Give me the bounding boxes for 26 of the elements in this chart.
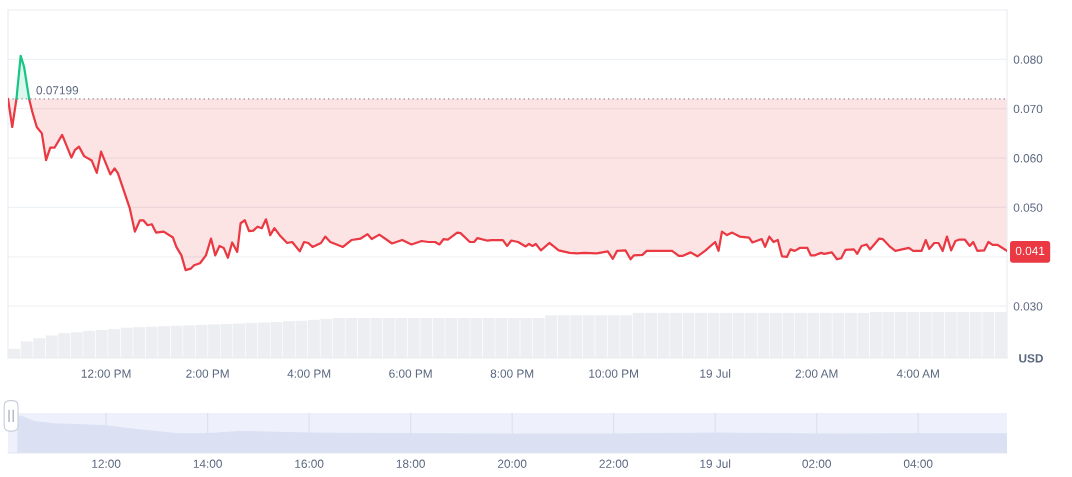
ref-line-label: 0.07199 [36,86,79,95]
x-tick-label: 04:00 [903,459,933,468]
x-tick-label: 16:00 [295,459,324,468]
y-tick-label: 0.080 [1013,55,1043,64]
y-axis-title: USD [1019,354,1043,363]
x-tick-label: 4:00 AM [896,369,939,378]
y-tick-label: 0.070 [1013,104,1043,114]
x-tick-label: 12:00 PM [81,369,131,378]
x-tick-label: 22:00 [599,459,628,468]
x-tick-label: 20:00 [497,459,527,468]
x-tick-label: 4:00 PM [287,369,331,378]
x-tick-label: 02:00 [802,459,831,468]
x-tick-label: 10:00 PM [589,369,638,378]
x-tick-label: 14:00 [193,459,222,468]
annotation: 0.041 [1015,246,1045,256]
y-tick-label: 0.060 [1013,154,1043,163]
x-tick-label: 2:00 AM [795,369,838,378]
x-tick-label: 19 Jul [700,459,731,468]
x-tick-label: 8:00 PM [490,369,534,378]
x-tick-label: 12:00 [92,459,121,468]
y-tick-label: 0.050 [1013,203,1043,212]
x-tick-label: 2:00 PM [186,369,229,378]
x-tick-label: 19 Jul [700,369,731,378]
x-tick-label: 18:00 [396,459,425,468]
y-tick-label: 0.030 [1013,302,1043,311]
x-tick-label: 6:00 PM [389,369,432,378]
